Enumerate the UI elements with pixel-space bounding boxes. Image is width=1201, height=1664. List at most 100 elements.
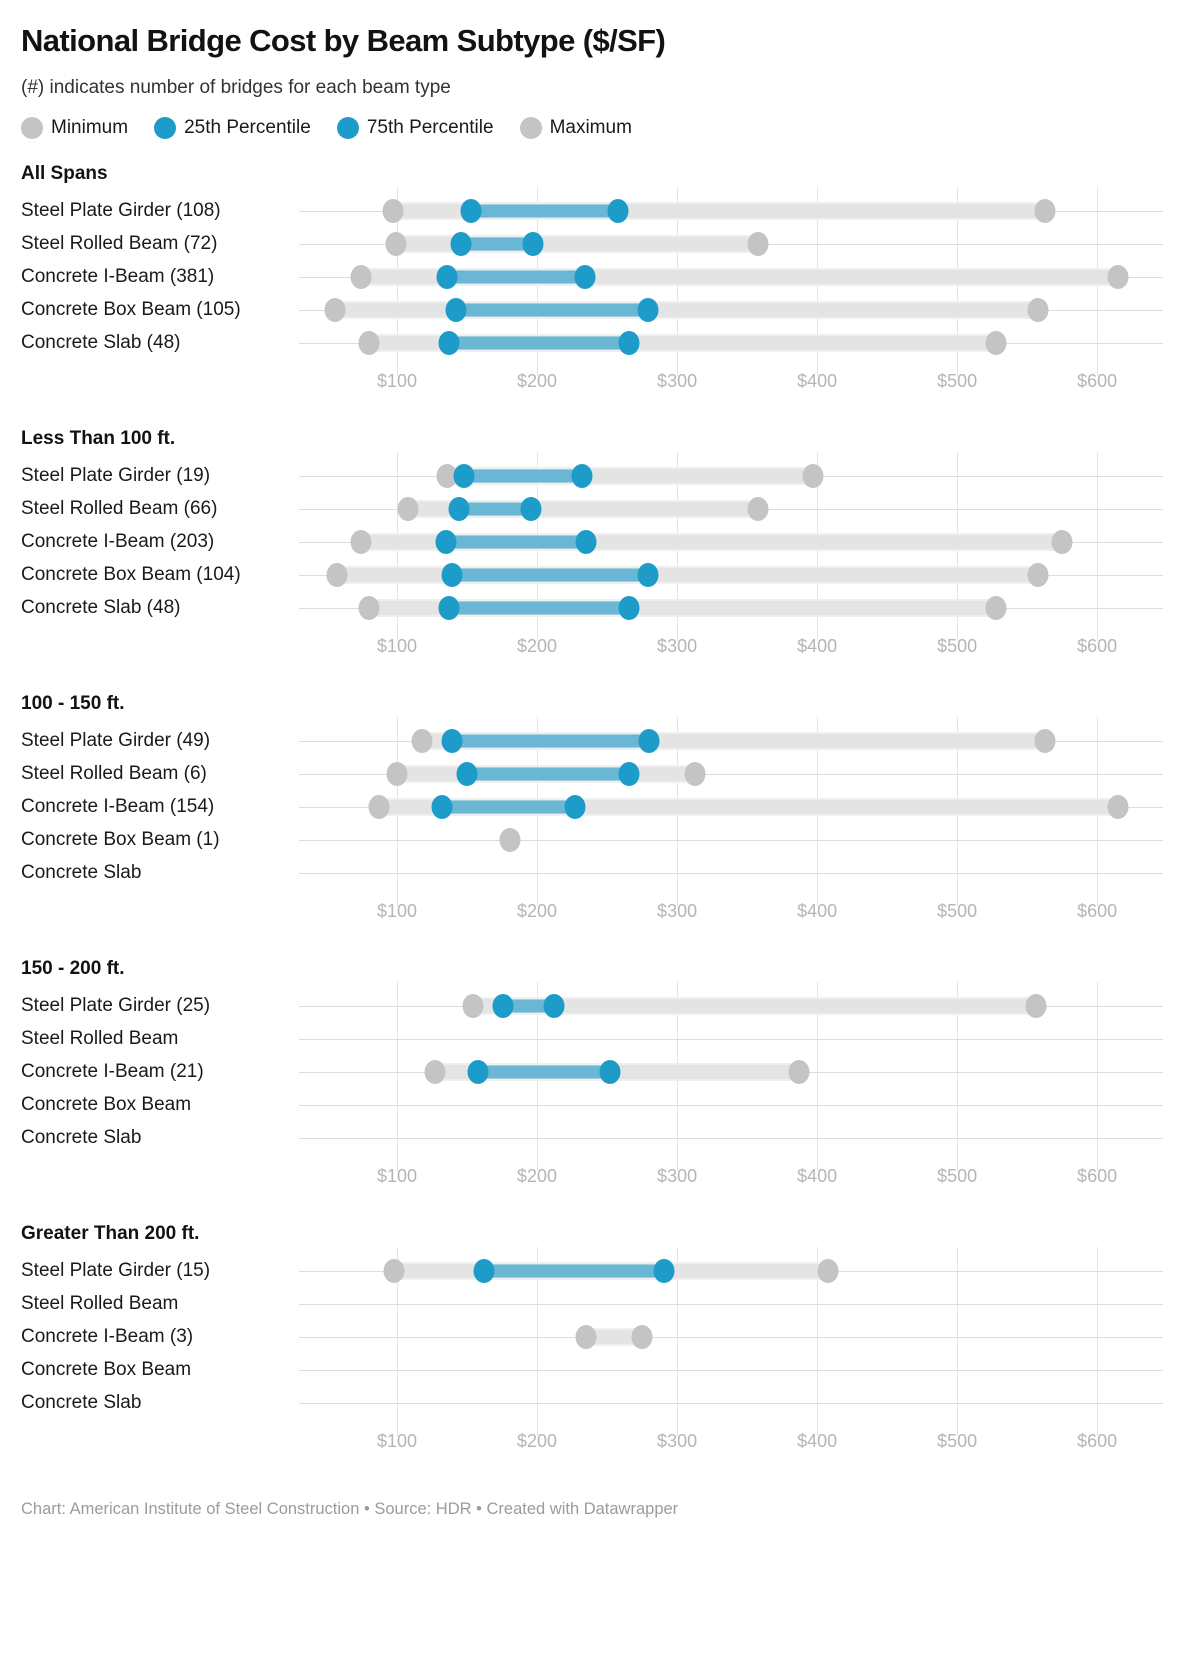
axis-track: $100 $200 $300 $400 $500 $600 <box>299 1422 1163 1458</box>
minimum-dot <box>397 497 419 522</box>
percentile-25-dot <box>445 298 467 323</box>
axis-tick-label: $600 <box>1077 635 1118 656</box>
panel-body: Steel Plate Girder (19) Steel Rolled Beam… <box>21 451 1177 663</box>
row-hairline <box>299 1303 1163 1305</box>
percentile-25-dot <box>453 464 475 489</box>
percentile-range-bar <box>441 800 575 814</box>
row-label: Steel Rolled Beam (66) <box>21 498 218 520</box>
legend: Minimum 25th Percentile 75th Percentile … <box>21 116 1177 139</box>
maximum-dot <box>817 1259 839 1284</box>
maximum-dot <box>684 762 706 787</box>
x-axis: $100 $200 $300 $400 $500 $600 <box>21 1157 1177 1193</box>
percentile-range-bar <box>471 204 619 218</box>
table-row: Concrete Slab <box>21 1387 1177 1420</box>
legend-label: 25th Percentile <box>184 116 311 138</box>
row-plot <box>299 1056 1163 1089</box>
row-hairline <box>299 1369 1163 1371</box>
row-label: Concrete Box Beam (104) <box>21 564 241 586</box>
percentile-25-dot <box>460 199 482 224</box>
percentile-25-dot <box>436 265 458 290</box>
row-plot <box>299 294 1163 327</box>
gridline <box>1097 981 1099 1171</box>
table-row: Concrete Slab (48) <box>21 327 1177 360</box>
panel-title: Less Than 100 ft. <box>21 427 176 449</box>
percentile-range-bar <box>483 1264 665 1278</box>
row-label: Concrete Slab <box>21 862 142 884</box>
percentile-25-dot <box>448 497 470 522</box>
gridline <box>957 1246 959 1436</box>
percentile-75-dot <box>599 1060 621 1085</box>
percentile-75-dot <box>653 1259 675 1284</box>
minimum-dot <box>411 729 433 754</box>
panel-title: All Spans <box>21 162 108 184</box>
row-label: Concrete Slab (48) <box>21 597 181 619</box>
axis-spacer <box>21 362 299 398</box>
row-plot <box>299 1255 1163 1288</box>
axis-tick-label: $600 <box>1077 1165 1118 1186</box>
row-plot <box>299 261 1163 294</box>
gridline <box>677 1246 679 1436</box>
x-axis: $100 $200 $300 $400 $500 $600 <box>21 627 1177 663</box>
table-row: Concrete I-Beam (21) <box>21 1056 1177 1089</box>
x-axis: $100 $200 $300 $400 $500 $600 <box>21 892 1177 928</box>
axis-tick-label: $300 <box>657 1430 698 1451</box>
percentile-range-bar <box>503 999 554 1013</box>
maximum-dot <box>985 596 1007 621</box>
table-row: Steel Rolled Beam <box>21 1023 1177 1056</box>
maximum-dot <box>747 232 769 257</box>
panel-title: Greater Than 200 ft. <box>21 1222 200 1244</box>
panel-greater-than-200-ft: Greater Than 200 ft. Steel Plate Girder (… <box>21 1223 1177 1458</box>
row-label: Concrete Box Beam (1) <box>21 829 220 851</box>
row-plot <box>299 1354 1163 1387</box>
percentile-75-dot <box>637 298 659 323</box>
row-label: Concrete I-Beam (3) <box>21 1326 194 1348</box>
row-label: Steel Plate Girder (15) <box>21 1260 211 1282</box>
percentile-75-dot <box>607 199 629 224</box>
axis-tick-label: $600 <box>1077 370 1118 391</box>
legend-label: Minimum <box>51 116 129 138</box>
percentile-25-dot-icon <box>154 116 177 139</box>
min-max-range-bar <box>335 303 1039 318</box>
percentile-75-dot <box>618 596 640 621</box>
axis-tick-label: $200 <box>517 1430 558 1451</box>
axis-tick-label: $500 <box>937 1165 978 1186</box>
row-label: Concrete I-Beam (21) <box>21 1061 204 1083</box>
minimum-dot <box>436 464 458 489</box>
row-plot <box>299 526 1163 559</box>
table-row: Steel Rolled Beam <box>21 1288 1177 1321</box>
axis-spacer <box>21 1157 299 1193</box>
percentile-range-bar <box>448 601 630 615</box>
row-plot <box>299 1387 1163 1420</box>
percentile-25-dot <box>441 563 463 588</box>
row-plot <box>299 857 1163 890</box>
row-label: Concrete Slab <box>21 1127 142 1149</box>
percentile-range-bar <box>467 767 630 781</box>
row-plot <box>299 592 1163 625</box>
minimum-dot <box>358 331 380 356</box>
row-plot <box>299 758 1163 791</box>
row-plot <box>299 493 1163 526</box>
minimum-dot <box>324 298 346 323</box>
axis-tick-label: $100 <box>376 370 418 391</box>
table-row: Concrete Slab <box>21 1122 1177 1155</box>
row-label: Steel Plate Girder (25) <box>21 995 211 1017</box>
maximum-dot <box>747 497 769 522</box>
percentile-range-bar <box>458 502 532 516</box>
panel-body: Steel Plate Girder (25) Steel Rolled Beam… <box>21 981 1177 1193</box>
percentile-75-dot <box>618 331 640 356</box>
gridline <box>1097 1246 1099 1436</box>
minimum-dot <box>350 530 372 555</box>
axis-tick-label: $600 <box>1077 1430 1118 1451</box>
row-plot <box>299 1321 1163 1354</box>
row-label: Steel Rolled Beam <box>21 1028 179 1050</box>
table-row: Steel Rolled Beam (72) <box>21 228 1177 261</box>
minimum-dot <box>462 994 484 1019</box>
percentile-25-dot <box>441 729 463 754</box>
row-label: Concrete I-Beam (203) <box>21 531 215 553</box>
table-row: Concrete Box Beam (1) <box>21 824 1177 857</box>
percentile-range-bar <box>451 568 648 582</box>
axis-tick-label: $400 <box>797 635 838 656</box>
percentile-25-dot <box>473 1259 495 1284</box>
row-label: Concrete Slab <box>21 1392 142 1414</box>
percentile-25-dot <box>438 331 460 356</box>
